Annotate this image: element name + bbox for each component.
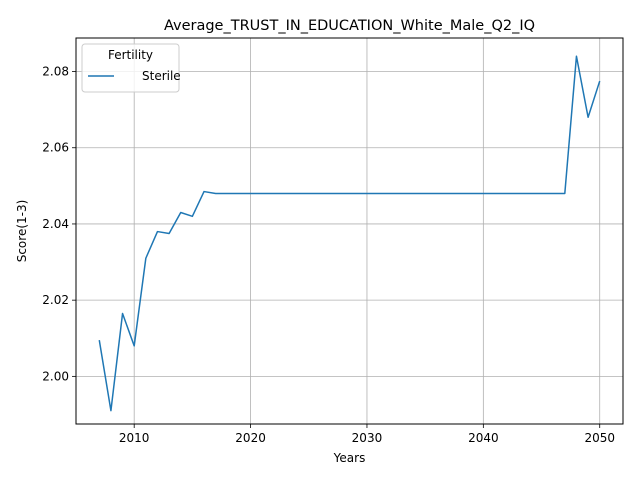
x-tick-label: 2010: [119, 431, 150, 445]
x-tick-label: 2030: [352, 431, 383, 445]
x-tick-label: 2050: [584, 431, 615, 445]
y-axis: 2.00 2.02 2.04 2.06 2.08: [42, 65, 76, 383]
legend: Fertility Sterile: [81, 43, 181, 93]
series-line-sterile: [98, 55, 601, 412]
y-tick-label: 2.08: [42, 65, 69, 79]
x-tick-label: 2040: [468, 431, 499, 445]
grid: [76, 38, 623, 424]
y-tick-label: 2.00: [42, 369, 69, 383]
y-tick-label: 2.04: [42, 217, 69, 231]
y-axis-label: Score(1-3): [15, 200, 29, 263]
series-layer: [98, 55, 601, 412]
plot-frame: [75, 37, 624, 425]
y-tick-label: 2.06: [42, 141, 69, 155]
y-tick-label: 2.02: [42, 293, 69, 307]
x-tick-label: 2020: [235, 431, 266, 445]
chart-title: Average_TRUST_IN_EDUCATION_White_Male_Q2…: [164, 18, 535, 34]
legend-title: Fertility: [108, 48, 153, 62]
legend-entry-sterile: Sterile: [142, 69, 181, 83]
x-axis: 2010 2020 2030 2040 2050: [119, 424, 615, 445]
x-axis-label: Years: [333, 451, 366, 465]
legend-box: [81, 43, 180, 93]
